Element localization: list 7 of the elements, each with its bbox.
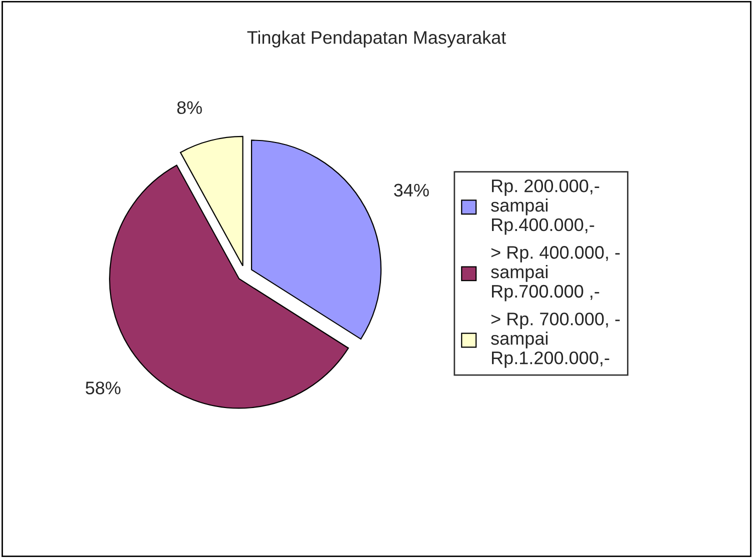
data-label: 34% bbox=[394, 184, 429, 197]
legend-label: > Rp. 700.000, - sampai Rp.1.200.000,- bbox=[491, 312, 620, 368]
data-label: 8% bbox=[177, 101, 202, 114]
chart-title: Tingkat Pendapatan Masyarakat bbox=[247, 30, 506, 48]
data-label: 58% bbox=[86, 382, 120, 394]
legend-label: Rp. 200.000,- sampai Rp.400.000,- bbox=[491, 179, 600, 235]
legend-label: > Rp. 400.000, - sampai Rp.700.000 ,- bbox=[491, 246, 620, 302]
